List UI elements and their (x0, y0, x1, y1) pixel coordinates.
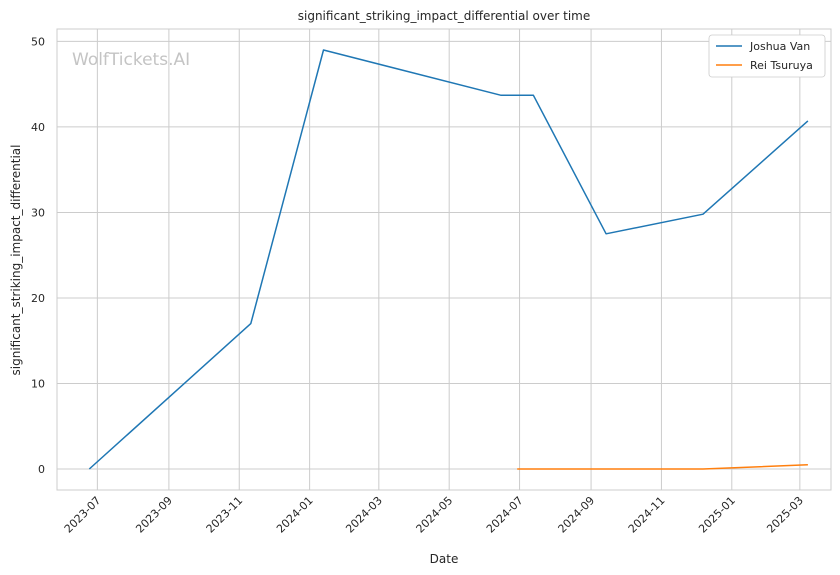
x-tick-label: 2024-11 (626, 494, 668, 536)
y-tick-label: 0 (38, 463, 45, 476)
x-tick-label: 2024-03 (343, 494, 385, 536)
legend-label-rei-tsuruya: Rei Tsuruya (750, 59, 813, 72)
x-tick-label: 2023-09 (133, 494, 175, 536)
y-tick-label: 40 (31, 121, 45, 134)
x-tick-label: 2024-05 (414, 494, 456, 536)
x-tick-label: 2024-07 (484, 494, 526, 536)
series-line-joshua-van (88, 49, 809, 470)
x-tick-label: 2024-01 (274, 494, 316, 536)
x-tick-label: 2025-03 (764, 494, 806, 536)
y-tick-label: 10 (31, 378, 45, 391)
y-tick-label: 30 (31, 206, 45, 219)
series-lines (88, 49, 809, 470)
series-line-rei-tsuruya (517, 464, 808, 470)
chart-title: significant_striking_impact_differential… (298, 9, 590, 23)
x-tick-label: 2023-07 (62, 494, 104, 536)
grid-lines (57, 29, 831, 490)
x-axis-label: Date (430, 552, 459, 566)
legend: Joshua Van Rei Tsuruya (708, 34, 826, 78)
plot-area-frame (56, 28, 832, 491)
x-tick-label: 2024-09 (555, 494, 597, 536)
y-axis-label: significant_striking_impact_differential (9, 145, 23, 376)
x-tick-label: 2025-01 (696, 494, 738, 536)
x-axis-ticks: 2023-07 2023-09 2023-11 2024-01 2024-03 2024-… (62, 494, 806, 536)
y-tick-label: 20 (31, 292, 45, 305)
legend-label-joshua-van: Joshua Van (749, 40, 810, 53)
watermark: WolfTickets.AI (72, 50, 190, 70)
y-axis-ticks: 0 10 20 30 40 50 (31, 35, 45, 476)
x-tick-label: 2023-11 (204, 494, 246, 536)
y-tick-label: 50 (31, 35, 45, 48)
